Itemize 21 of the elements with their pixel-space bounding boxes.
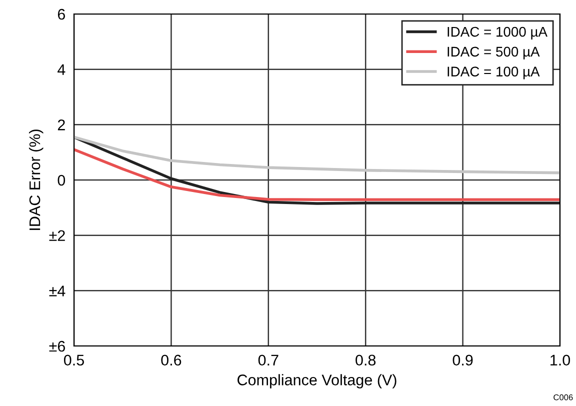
x-tick-label: 0.9 [452,354,473,366]
y-tick-label: ±6 [49,340,65,352]
y-tick-label: ±2 [49,230,65,241]
y-tick-label: 4 [58,64,66,75]
y-tick-label: 0 [58,174,66,186]
y-tick-label: 6 [58,8,65,20]
x-tick-label: 1.0 [550,354,570,366]
x-tick-label: 0.5 [64,354,84,366]
legend-label: IDAC = 500 µA [448,46,540,60]
legend-label: IDAC = 1000 µA [448,26,548,40]
y-axis-title: IDAC Error (%) [28,130,44,230]
x-tick-label: 0.8 [356,354,376,366]
x-tick-label: 0.6 [161,354,182,366]
text: C006 [554,394,573,400]
y-tick-label: 2 [58,120,65,130]
line-series [74,136,560,174]
x-axis-title: Compliance Voltage (V) [238,374,396,388]
y-tick-label: ±4 [49,286,66,296]
legend-label: IDAC = 100 µA [448,66,540,80]
x-tick-label: 0.7 [258,354,278,366]
line-series [74,148,560,202]
